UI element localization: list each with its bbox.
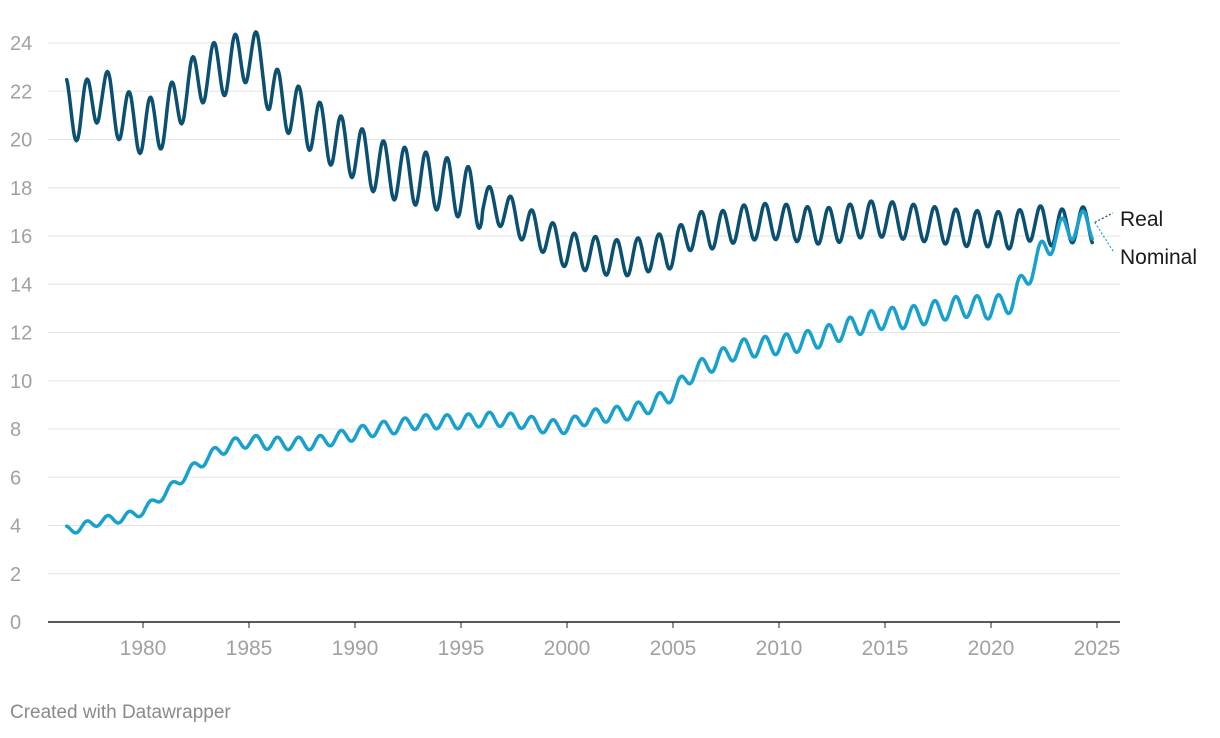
x-tick-label: 2000 xyxy=(544,637,591,660)
x-tick-label: 1980 xyxy=(120,637,167,660)
series-line-real xyxy=(64,30,1094,278)
y-tick-label: 6 xyxy=(10,467,21,489)
y-tick-label: 0 xyxy=(10,612,21,634)
series-labels: Real Nominal xyxy=(1094,208,1197,269)
series-label-real: Real xyxy=(1120,208,1163,231)
series-line-nominal xyxy=(64,209,1094,535)
y-tick-label: 12 xyxy=(10,323,32,345)
y-tick-label: 18 xyxy=(10,178,32,200)
y-tick-label: 14 xyxy=(10,274,32,296)
y-tick-label: 16 xyxy=(10,226,32,248)
y-gridlines xyxy=(48,42,1120,575)
x-tick-label: 2010 xyxy=(756,637,803,660)
x-axis-ticks: 1980 1985 1990 1995 2000 2005 2010 2015 2020 2025 xyxy=(120,622,1121,660)
y-tick-label: 22 xyxy=(10,81,32,103)
x-tick-label: 1990 xyxy=(332,637,379,660)
y-tick-label: 10 xyxy=(10,371,32,393)
x-tick-label: 2025 xyxy=(1074,637,1121,660)
y-tick-label: 24 xyxy=(10,33,32,55)
y-tick-label: 8 xyxy=(10,419,21,441)
x-tick-label: 2015 xyxy=(862,637,909,660)
x-tick-label: 2005 xyxy=(650,637,697,660)
x-tick-label: 1995 xyxy=(438,637,485,660)
y-tick-label: 4 xyxy=(10,516,21,538)
credit-text: Created with Datawrapper xyxy=(10,702,231,723)
label-connector-real xyxy=(1094,212,1114,223)
y-tick-label: 2 xyxy=(10,564,21,586)
series-label-nominal: Nominal xyxy=(1120,246,1197,269)
series-lines xyxy=(64,30,1094,535)
x-tick-label: 1985 xyxy=(226,637,273,660)
y-tick-label: 20 xyxy=(10,130,32,152)
x-tick-label: 2020 xyxy=(968,637,1015,660)
label-connector-nominal xyxy=(1094,222,1114,252)
